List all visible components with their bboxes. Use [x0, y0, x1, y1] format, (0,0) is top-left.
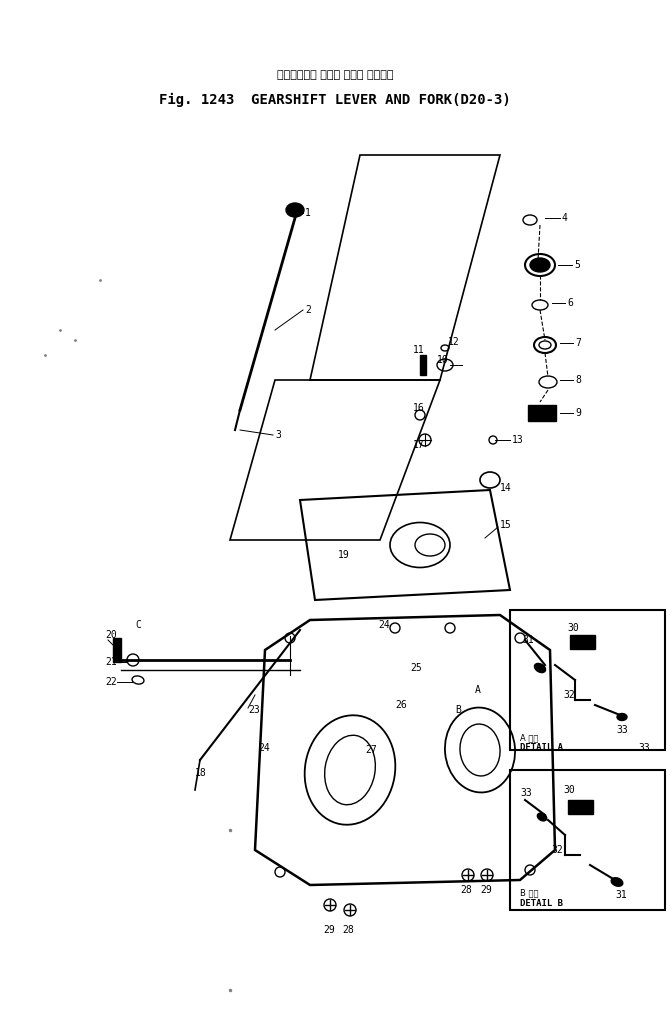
Text: 6: 6 [567, 298, 573, 308]
Text: 29: 29 [323, 925, 335, 935]
Ellipse shape [530, 258, 550, 272]
Ellipse shape [286, 203, 304, 217]
Text: 29: 29 [480, 885, 492, 895]
Bar [570, 635, 595, 649]
Bar [528, 405, 556, 421]
Text: 30: 30 [563, 785, 575, 795]
Text: 1: 1 [305, 208, 311, 218]
Text: 31: 31 [522, 635, 534, 645]
Text: 16: 16 [413, 403, 425, 413]
Text: 28: 28 [460, 885, 472, 895]
Text: DETAIL A: DETAIL A [520, 744, 563, 752]
Bar [510, 770, 665, 910]
Text: 8: 8 [575, 375, 581, 385]
Text: 14: 14 [500, 483, 512, 493]
Bar [510, 610, 665, 750]
Text: 2: 2 [305, 304, 311, 315]
Text: 24: 24 [378, 620, 390, 630]
Text: 12: 12 [448, 337, 460, 347]
Text: 18: 18 [195, 768, 207, 779]
Text: 31: 31 [615, 890, 626, 900]
Text: 33: 33 [638, 743, 650, 753]
Text: B 詳細: B 詳細 [520, 888, 539, 897]
Text: 13: 13 [512, 435, 524, 445]
Bar [420, 355, 426, 375]
Text: DETAIL B: DETAIL B [520, 898, 563, 907]
Text: 25: 25 [410, 663, 421, 673]
Text: 28: 28 [342, 925, 354, 935]
Text: 21: 21 [105, 657, 117, 667]
Text: 26: 26 [395, 700, 407, 710]
Text: 27: 27 [365, 745, 377, 755]
Bar [113, 638, 121, 662]
Text: 33: 33 [616, 725, 628, 735]
Text: 32: 32 [563, 690, 575, 700]
Text: B: B [455, 705, 461, 715]
Text: 20: 20 [105, 630, 117, 640]
Ellipse shape [535, 664, 545, 673]
Text: 22: 22 [105, 677, 117, 687]
Text: 30: 30 [567, 623, 579, 633]
Text: 11: 11 [413, 345, 425, 355]
Text: A: A [475, 685, 481, 695]
Text: 17: 17 [413, 439, 425, 450]
Text: ギヤーシフト レバー および フォーク: ギヤーシフト レバー および フォーク [277, 70, 393, 80]
Ellipse shape [617, 714, 627, 721]
Text: 10: 10 [437, 355, 449, 365]
Text: 4: 4 [562, 213, 568, 223]
Bar [568, 800, 593, 814]
Text: 24: 24 [258, 743, 270, 753]
Text: 19: 19 [338, 550, 350, 560]
Text: A 詳細: A 詳細 [520, 734, 539, 743]
Text: 3: 3 [275, 430, 281, 439]
Text: 15: 15 [500, 520, 512, 530]
Text: 7: 7 [575, 338, 581, 348]
Ellipse shape [611, 878, 623, 886]
Text: C: C [135, 620, 141, 630]
Text: 32: 32 [551, 845, 563, 855]
Text: Fig. 1243  GEARSHIFT LEVER AND FORK(D20-3): Fig. 1243 GEARSHIFT LEVER AND FORK(D20-3… [159, 93, 511, 107]
Text: 5: 5 [574, 260, 580, 270]
Ellipse shape [537, 813, 547, 821]
Text: 23: 23 [248, 705, 260, 715]
Text: 33: 33 [520, 788, 532, 798]
Text: 9: 9 [575, 408, 581, 418]
